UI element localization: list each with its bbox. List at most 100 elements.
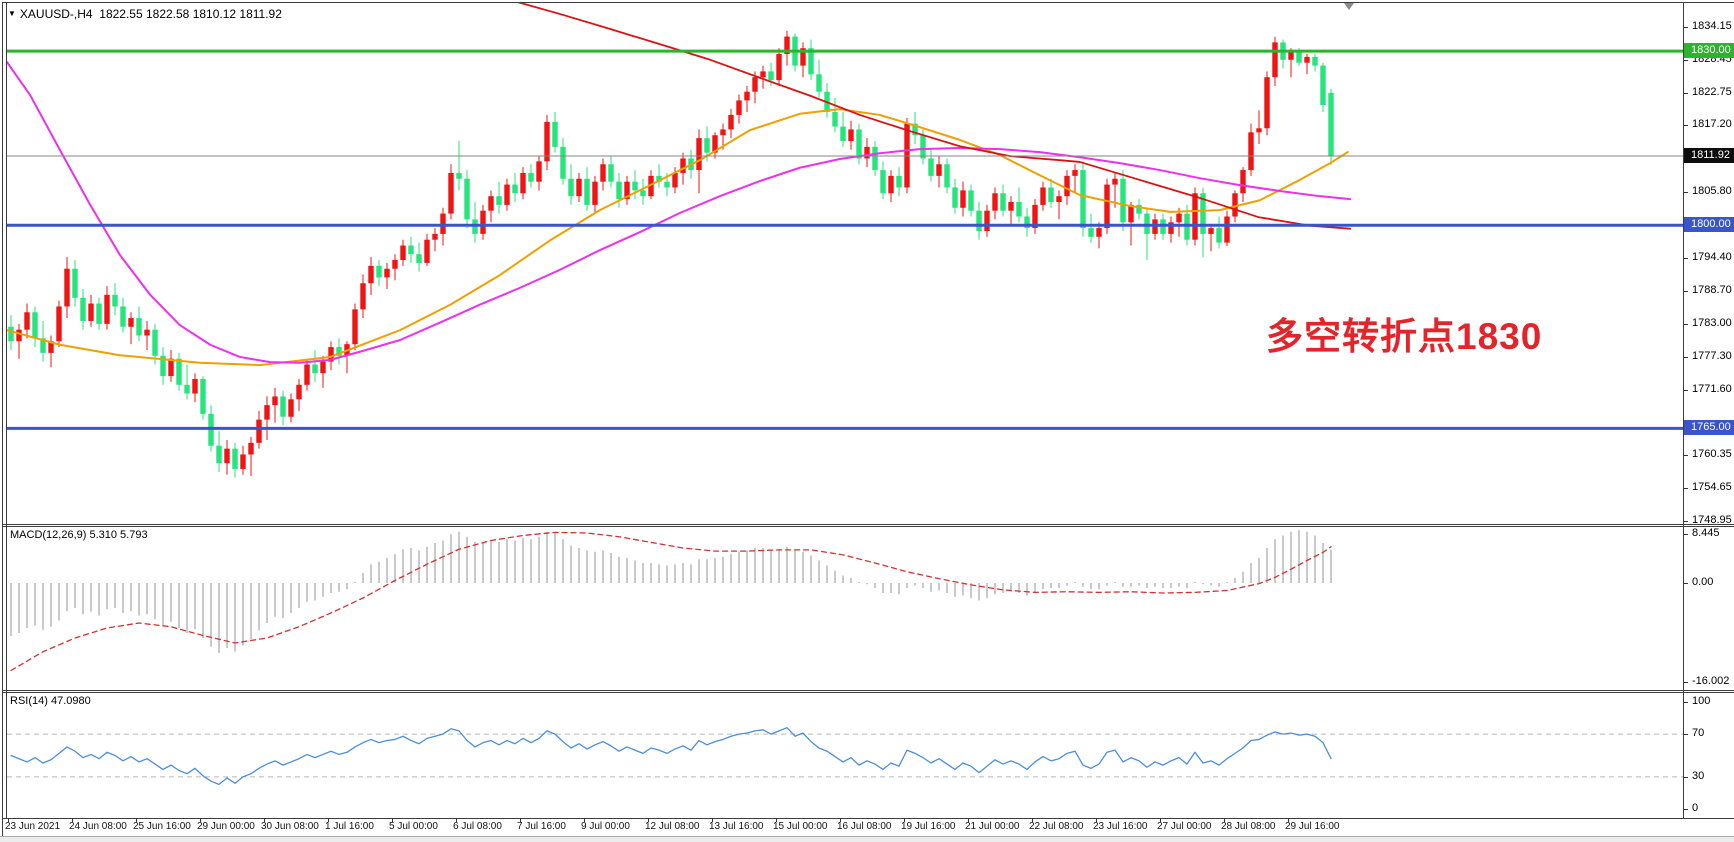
candle: [400, 245, 406, 261]
candle: [328, 347, 334, 362]
candle: [200, 379, 206, 414]
candle: [1048, 187, 1054, 202]
candle: [944, 164, 950, 188]
candle: [1192, 193, 1198, 240]
candle: [336, 347, 342, 356]
candle: [8, 326, 14, 342]
candle: [1040, 187, 1046, 205]
candle: [1000, 193, 1006, 211]
symbol-title-overlay: ▼ XAUUSD-,H4 1822.55 1822.58 1810.12 181…: [8, 7, 282, 21]
candle: [1328, 92, 1334, 157]
candle: [1008, 201, 1014, 211]
candle: [1056, 196, 1062, 202]
candle: [504, 184, 510, 205]
candle: [1168, 222, 1174, 234]
candle: [520, 172, 526, 194]
window-bottom-strip: [0, 836, 1734, 842]
candle: [280, 396, 286, 417]
candle: [1112, 178, 1118, 185]
candle: [728, 114, 734, 130]
candle: [696, 138, 702, 171]
candle: [72, 268, 78, 298]
candle: [24, 312, 30, 330]
candle: [648, 175, 654, 197]
rsi-panel: [7, 727, 1683, 786]
candle: [488, 196, 494, 211]
candle: [392, 260, 398, 269]
candle: [312, 364, 318, 374]
candle: [256, 419, 262, 443]
window-left-border: [2, 2, 3, 836]
candle: [248, 442, 254, 455]
candle: [512, 184, 518, 194]
candle: [1176, 213, 1182, 223]
candle: [672, 172, 678, 188]
candle: [840, 126, 846, 142]
candle: [360, 283, 366, 310]
candle: [168, 358, 174, 377]
symbol-dropdown-icon[interactable]: ▼: [8, 9, 16, 18]
candle: [832, 112, 838, 127]
candle: [616, 181, 622, 200]
rsi-indicator-label: RSI(14) 47.0980: [10, 695, 91, 707]
candle: [528, 172, 534, 182]
candle: [1312, 56, 1318, 66]
candle: [376, 265, 382, 278]
candle: [632, 181, 638, 191]
candle: [880, 170, 886, 194]
candle: [320, 361, 326, 374]
rsi-panel-top-border: [2, 692, 1734, 693]
candle: [1104, 184, 1110, 229]
candle: [184, 384, 190, 394]
candle: [192, 379, 198, 394]
candle: [128, 318, 134, 327]
candle: [144, 329, 150, 336]
chart-shift-marker-icon[interactable]: [1344, 3, 1354, 10]
candle: [920, 135, 926, 159]
candle: [624, 181, 630, 200]
candle: [808, 48, 814, 75]
candle: [1240, 170, 1246, 194]
candle: [1072, 170, 1078, 176]
candle: [744, 91, 750, 101]
candle: [1032, 204, 1038, 229]
candle: [1224, 216, 1230, 243]
candle: [736, 100, 742, 115]
candle: [664, 181, 670, 188]
candle: [1016, 201, 1022, 217]
candle: [296, 384, 302, 400]
candle: [968, 190, 974, 211]
candle: [240, 454, 246, 469]
candle: [1288, 51, 1294, 60]
candle: [264, 405, 270, 420]
candle: [1216, 228, 1222, 243]
price-axis-border: [1683, 3, 1684, 818]
candle: [928, 158, 934, 176]
candle: [752, 77, 758, 92]
candle: [120, 306, 126, 327]
candle: [584, 178, 590, 205]
candle: [136, 318, 142, 336]
macd-panel-bottom-border: [2, 690, 1734, 691]
candle: [448, 172, 454, 214]
candle: [896, 175, 902, 188]
candle: [384, 268, 390, 278]
candle: [568, 178, 574, 197]
symbol-ohlc-text: XAUUSD-,H4 1822.55 1822.58 1810.12 1811.…: [19, 7, 282, 21]
candle: [1320, 65, 1326, 106]
candle: [856, 129, 862, 159]
candle: [48, 341, 54, 353]
candle: [1256, 128, 1262, 133]
candle: [456, 172, 462, 179]
candle: [760, 71, 766, 78]
candle: [1296, 51, 1302, 63]
candle: [704, 138, 710, 153]
candle: [1232, 193, 1238, 217]
candle: [1064, 175, 1070, 197]
candle: [784, 36, 790, 54]
candle: [480, 210, 486, 234]
candle: [776, 53, 782, 81]
candle: [272, 396, 278, 406]
